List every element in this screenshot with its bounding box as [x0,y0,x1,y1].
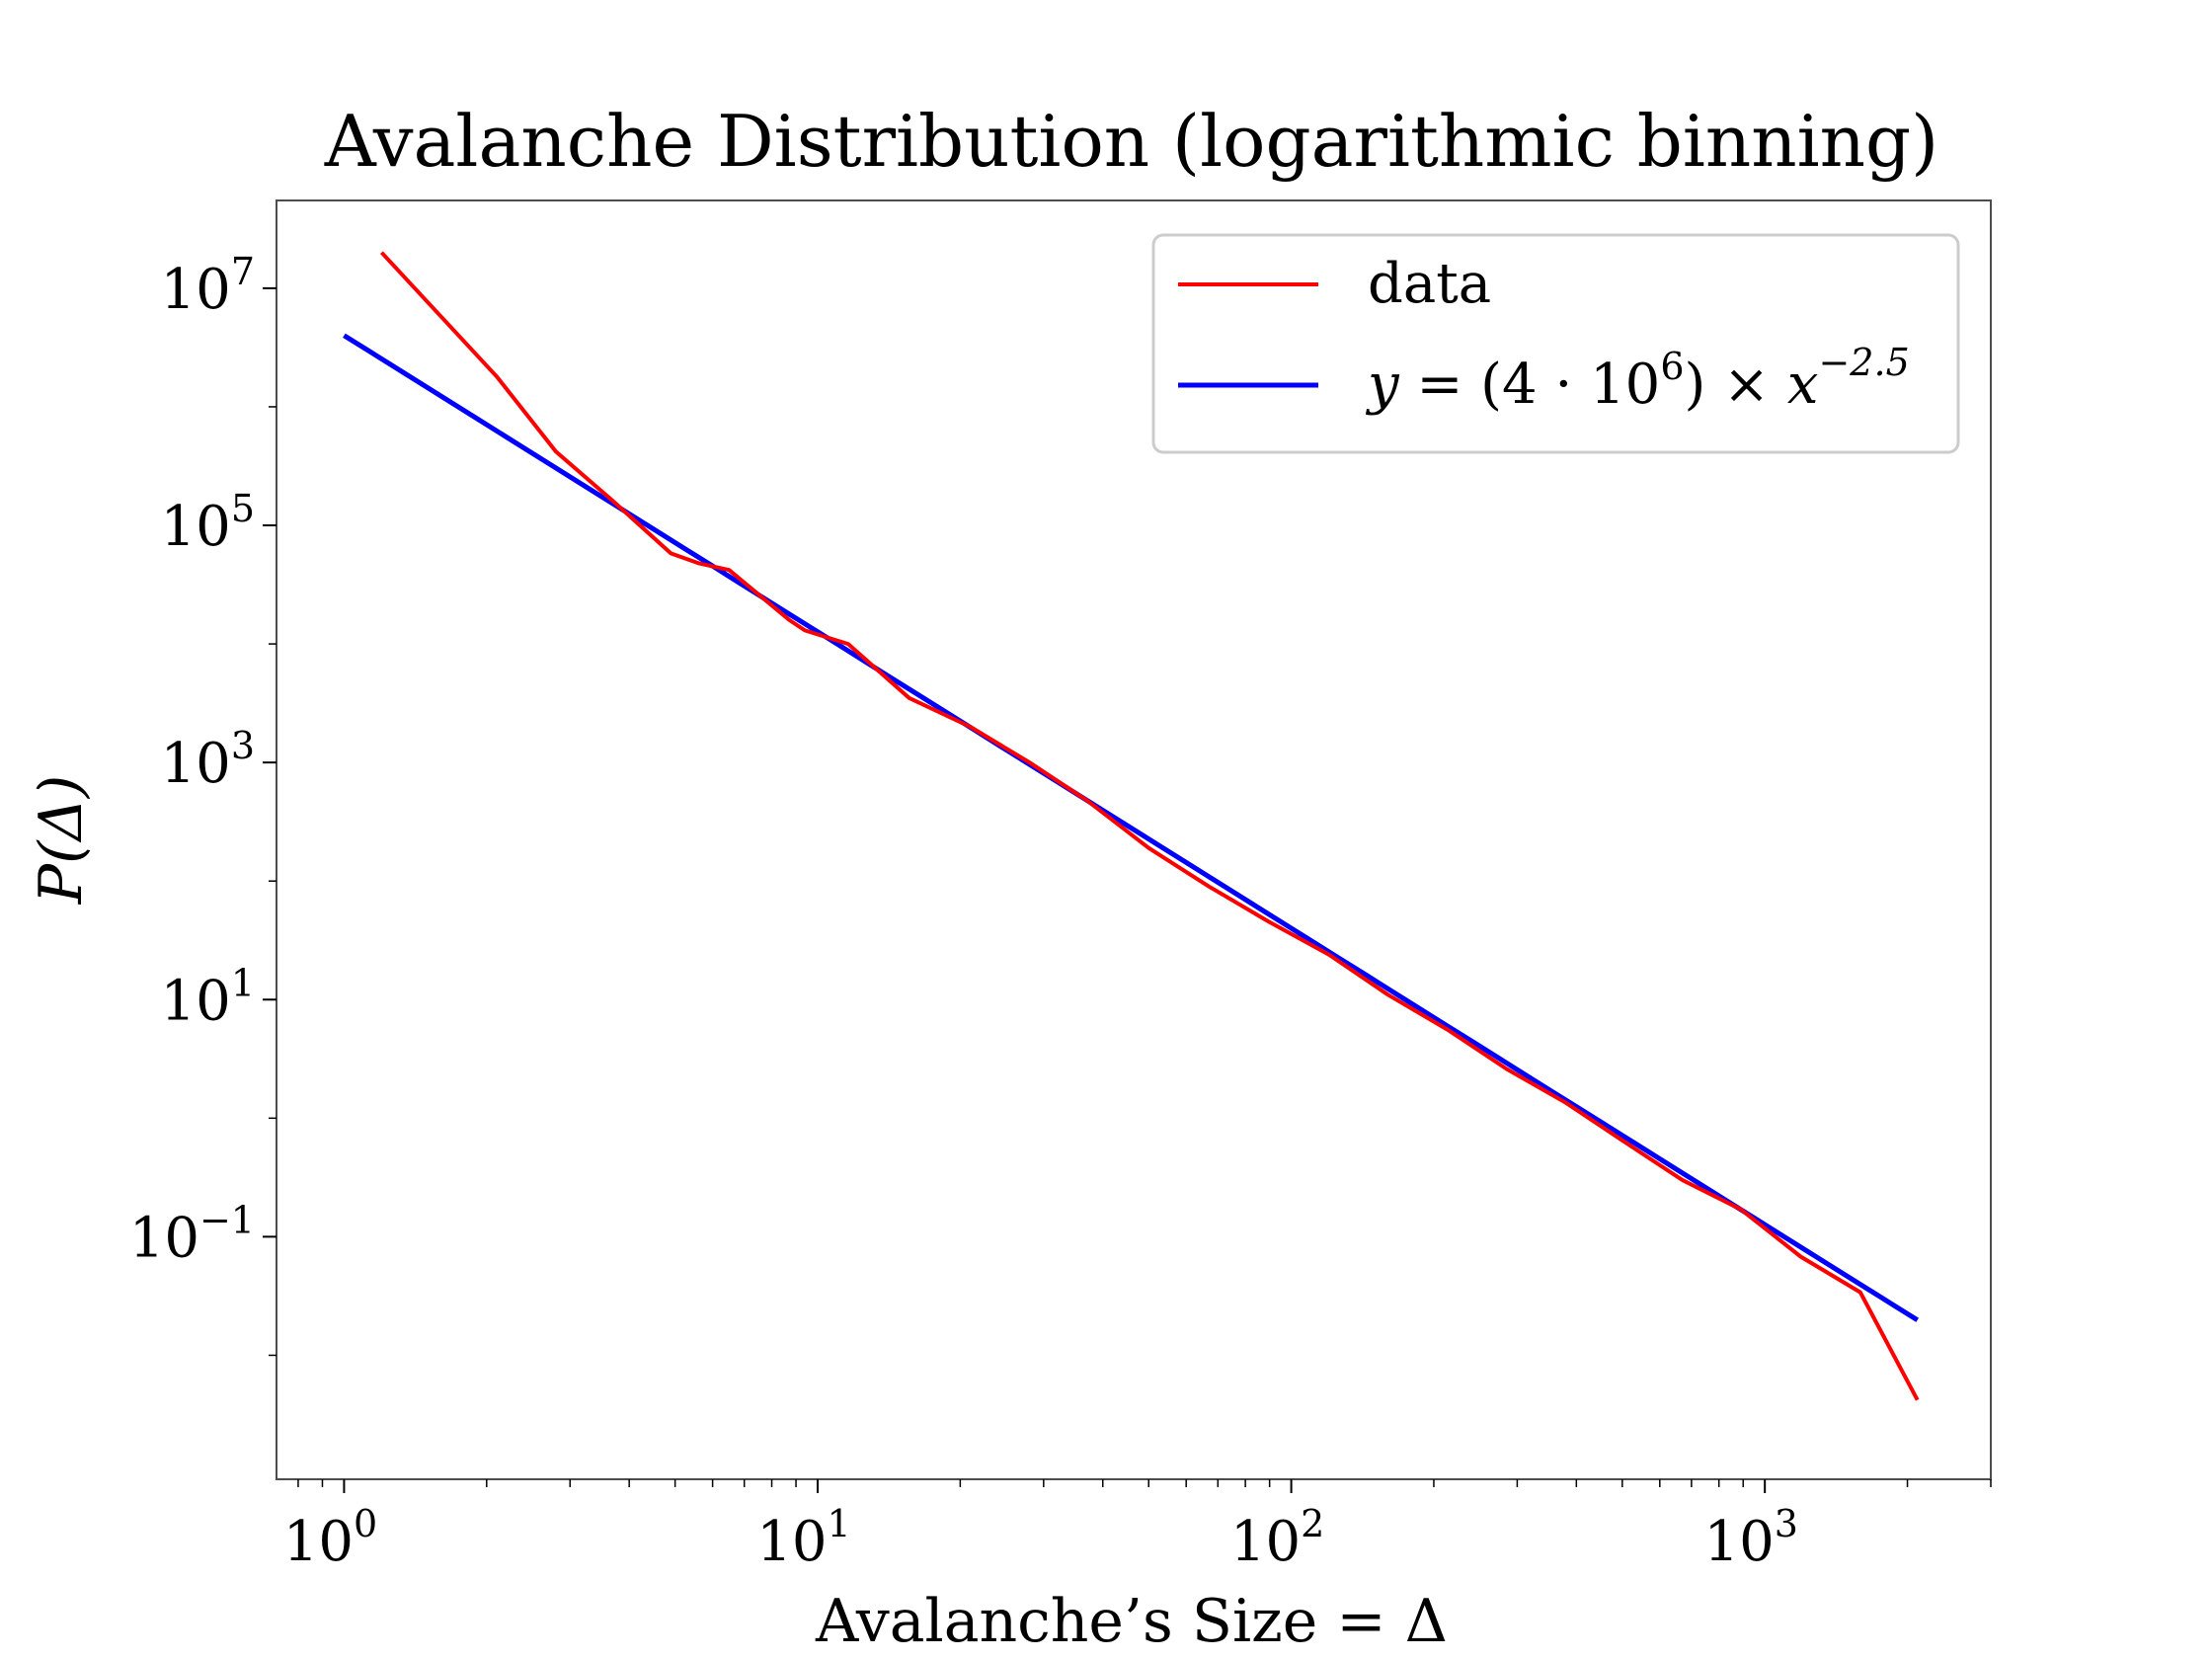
x-tick-label-base: 10 [1703,1510,1774,1574]
legend-label-fit: y = (4 · 106) × x−2.5 [1365,341,1910,417]
y-tick-label-3: 105 [161,487,255,559]
chart-title: Avalanche Distribution (logarithmic binn… [324,100,1938,183]
x-tick-label-base: 10 [1230,1510,1301,1574]
legend-label-data: data [1368,252,1491,316]
x-tick-label-3: 103 [1703,1502,1797,1574]
legend: data y = (4 · 106) × x−2.5 [1151,233,1960,454]
fit-label-exponent: −2.5 [1818,341,1909,384]
fit-label-times: ) × [1685,353,1787,417]
y-tick-label-exp: 5 [231,487,255,530]
y-tick-label-2: 103 [161,724,255,796]
y-tick-label-base: 10 [129,1206,199,1270]
y-tick-label-base: 10 [161,969,231,1033]
series-layer [343,251,1920,1401]
fit-label-eq: = (4 · 10 [1399,353,1661,417]
y-tick-label-exp: −1 [199,1198,255,1241]
y-tick-label-base: 10 [161,732,231,796]
x-tick-label-exp: 2 [1301,1502,1324,1545]
x-tick-label-exp: 0 [354,1502,377,1545]
x-tick-label-2: 102 [1230,1502,1324,1574]
fit-label-y: y [1365,353,1400,417]
x-tick-label-base: 10 [756,1510,827,1574]
x-tick-label-base: 10 [283,1510,354,1574]
fit-label-exp6: 6 [1660,345,1684,388]
y-axis-label: P(Δ) [27,775,96,906]
y-tick-label-exp: 1 [231,961,255,1004]
x-tick-label-1: 101 [756,1502,850,1574]
x-tick-label-0: 100 [283,1502,377,1574]
y-tick-label-1: 101 [161,961,255,1033]
y-minor-ticks [269,406,276,1357]
y-tick-label-0: 10−1 [129,1198,255,1270]
y-tick-label-base: 10 [161,258,231,322]
fit-label-x: x [1787,353,1819,417]
x-axis-ticks: 100 101 102 103 [283,1479,1798,1574]
y-tick-label-exp: 3 [231,724,255,767]
y-tick-label-base: 10 [161,495,231,559]
x-tick-label-exp: 3 [1775,1502,1798,1545]
legend-box [1151,233,1960,454]
x-minor-ticks [297,1479,1992,1487]
series-data-line [379,251,1920,1401]
y-tick-label-exp: 7 [231,250,255,293]
y-tick-label-4: 107 [161,250,255,322]
x-axis-label: Avalanche’s Size = Δ [815,1587,1448,1656]
series-fit-line [343,333,1920,1322]
x-tick-label-exp: 1 [828,1502,851,1545]
